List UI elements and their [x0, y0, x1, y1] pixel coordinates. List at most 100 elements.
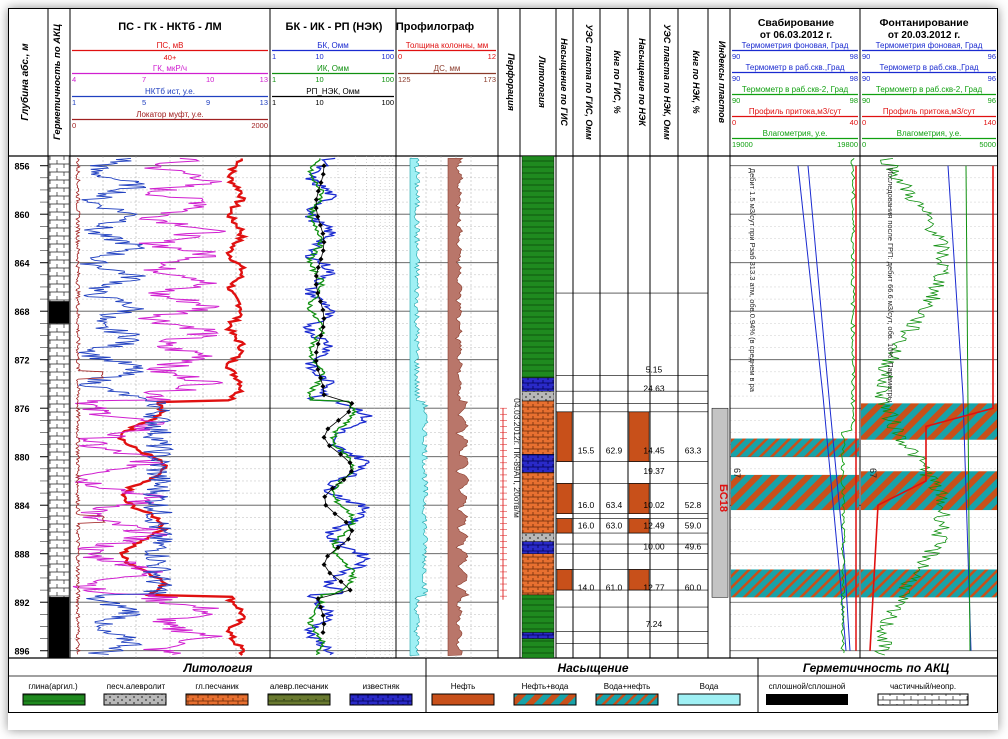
- curve-fount-moisture: [874, 158, 951, 656]
- legend-akc-title: Герметичность по АКЦ: [803, 661, 950, 675]
- swab-curve-max-1: 98: [850, 74, 858, 83]
- ps-gk-track-title: ПС - ГК - НКТб - ЛМ: [118, 21, 221, 33]
- swab-conclusion: Дебит 1.5 м3/сут при Рзаб 313.3 атм, обв…: [748, 168, 757, 393]
- legend-sat-swatch-oil: [431, 693, 495, 706]
- legend-sat-swatch-water: [677, 693, 741, 706]
- fount-curve-max-2: 96: [988, 96, 996, 105]
- fount-inflow-2: [861, 569, 998, 598]
- lith-interval-2: [521, 391, 555, 402]
- fount-curve-name-3: Профиль притока,м3/сут: [883, 107, 976, 116]
- legend-lith-item-sand: гл.песчаник: [195, 682, 239, 691]
- lith-interval-3: [521, 400, 555, 455]
- kn-gis-value-2: 63.0: [606, 521, 623, 531]
- lith-interval-4: [521, 454, 555, 473]
- fount-curve-name-1: Термометр в раб.скв.,Град: [879, 63, 978, 72]
- curve-rp-nek-markers: [313, 163, 355, 636]
- plast-track-title: Индексы пластов: [717, 41, 727, 124]
- legend-akc-item-partial: частичный/неопр.: [890, 682, 956, 691]
- fount-inflow-1: [861, 471, 998, 511]
- ps-gk-curve-name-3: Локатор муфт, у.е.: [136, 110, 204, 119]
- lith-interval-11: [521, 638, 555, 659]
- akc-track-label: Герметичность по АКЦ: [52, 24, 63, 140]
- legend-sat-item-oilwater: Нефть+вода: [522, 682, 569, 691]
- lith-interval-7: [521, 541, 555, 554]
- legend-lith-swatch-sand: [185, 693, 249, 706]
- ues-nek-value-5: 12.49: [643, 521, 665, 531]
- resist-curve-min-1: 1: [272, 75, 276, 84]
- fount-curve-max-1: 96: [988, 74, 996, 83]
- profil-track-title: Профилограф: [396, 21, 475, 33]
- depth-tick-888: 888: [14, 550, 29, 560]
- kn-gis-value-0: 62.9: [606, 446, 623, 456]
- ps-gk-curve-max-2: 13: [260, 98, 268, 107]
- legend-sat-item-water: Вода: [700, 682, 719, 691]
- well-log-diagram: 856 860 864 868 872 876 880 884 888 892 896 15.5 62…: [7, 8, 999, 730]
- fount-conclusion: Исследования после ГРП: дебит 66.6 м3/су…: [886, 168, 895, 402]
- swab-curve-min-2: 90: [732, 96, 740, 105]
- resist-curve-name-1: ИК, Омм: [317, 64, 349, 73]
- legend-sat-swatch-wateroil: [595, 693, 659, 706]
- fount-inflow-0: [861, 403, 998, 440]
- akc-interval-0: [48, 155, 70, 302]
- ues-gis-value-0: 15.5: [578, 446, 595, 456]
- legend-akc-swatch-solid: [766, 694, 848, 705]
- profil-curve-min-1: 125: [398, 75, 411, 84]
- lith-interval-8: [521, 553, 555, 596]
- profil-curve-max-1: 173: [483, 75, 496, 84]
- depth-tick-892: 892: [14, 598, 29, 608]
- profil-curve-max-0: 12: [488, 52, 496, 61]
- ues-gis-value-3: 14.0: [578, 583, 595, 593]
- swab-curve-min-3: 0: [732, 118, 736, 127]
- curve-swab-thermo-bg: [797, 165, 847, 651]
- curve-fount-thermo-bg: [947, 165, 972, 651]
- resist-curve-mid-2: 10: [315, 98, 323, 107]
- ps-gk-curve-mid2-1: 10: [206, 75, 214, 84]
- fount-curve-name-0: Термометрия фоновая, Град: [876, 41, 983, 50]
- ps-gk-curve-mid2-2: 9: [206, 98, 210, 107]
- curve-fount-inflow: [869, 165, 994, 651]
- fount-curve-min-4: 0: [862, 140, 866, 149]
- curve-ik: [305, 158, 358, 656]
- ps-gk-curve-min-1: 4: [72, 75, 76, 84]
- fount-curve-min-1: 90: [862, 74, 870, 83]
- fount-curve-name-2: Термометр в раб.скв-2, Град: [876, 85, 983, 94]
- kn-nek-value-0: 63.3: [685, 446, 702, 456]
- lith-interval-5: [521, 472, 555, 534]
- legend-lith-swatch-lime: [349, 693, 413, 706]
- kn-nek-value-1: 52.8: [685, 500, 702, 510]
- legend-lith-item-silt: песч.алевролит: [107, 682, 166, 691]
- legend-sat-item-oil: Нефть: [451, 682, 475, 691]
- kn-nek-value-2: 59.0: [685, 521, 702, 531]
- kn-nek-value-4: 60.0: [685, 583, 702, 593]
- ps-gk-curve-mid-2: 5: [142, 98, 146, 107]
- ues-gis-track-title: УЭС пласта по ГИС, Омм: [584, 24, 594, 140]
- fount-track-date: от 20.03.2012 г.: [888, 30, 961, 41]
- plast-index-bar: [711, 407, 729, 598]
- ps-gk-curve-min-2: 1: [72, 98, 76, 107]
- lith-interval-10: [521, 632, 555, 639]
- legend-sat-swatch-oilwater: [513, 693, 577, 706]
- swab-curve-name-1: Термометр в раб.скв.,Град: [745, 63, 844, 72]
- sat-gis-interval-2: [556, 518, 573, 534]
- curve-ds: [447, 158, 470, 656]
- legend-lith-item-lime: известняк: [363, 682, 400, 691]
- fount-curve-min-0: 90: [862, 52, 870, 61]
- ues-nek-value-3: 19.37: [643, 466, 665, 476]
- legend-saturation-title: Насыщение: [557, 661, 628, 675]
- perf-annotation: 04.03.2012г. ПК-89АП, 20отв/м: [512, 398, 522, 518]
- profil-curve-name-1: ДС, мм: [434, 64, 461, 73]
- ps-gk-curve-center-0: 40+: [164, 53, 177, 62]
- ues-gis-value-1: 16.0: [578, 500, 595, 510]
- swab-inflow-2: [731, 569, 859, 598]
- ues-nek-value-2: 14.45: [643, 446, 665, 456]
- swab-curve-name-0: Термометрия фоновая, Град: [742, 41, 849, 50]
- ps-gk-curve-name-2: НКТб ист, у.е.: [145, 87, 195, 96]
- resist-curve-max-1: 100: [381, 75, 394, 84]
- swab-curve-max-2: 98: [850, 96, 858, 105]
- depth-tick-872: 872: [14, 356, 29, 366]
- lith-interval-1: [521, 377, 555, 392]
- swab-track-date: от 06.03.2012 г.: [760, 30, 833, 41]
- kn-gis-track-title: Кнг по ГИС, %: [612, 50, 622, 113]
- legend-lith-swatch-silt: [103, 693, 167, 706]
- sat-gis-track-title: Насыщение по ГИС: [559, 38, 569, 126]
